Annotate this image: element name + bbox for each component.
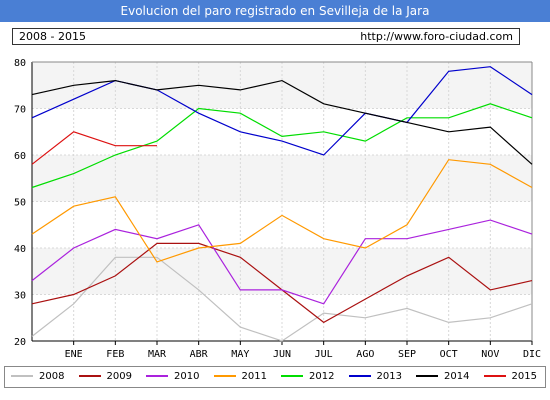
legend-label: 2011	[241, 371, 267, 382]
x-tick-label: ABR	[190, 349, 209, 360]
info-box: 2008 - 2015 http://www.foro-ciudad.com	[12, 28, 520, 45]
year-range-label: 2008 - 2015	[19, 30, 86, 43]
x-tick-label: AGO	[356, 349, 374, 360]
legend-label: 2015	[511, 371, 537, 382]
legend-item-2013: 2013	[348, 367, 402, 387]
legend-label: 2009	[106, 371, 132, 382]
legend-swatch	[281, 375, 303, 377]
legend-item-2009: 2009	[78, 367, 132, 387]
series-line-2008	[31, 256, 533, 342]
legend-item-2008: 2008	[11, 367, 64, 387]
legend-label: 2013	[376, 371, 402, 382]
legend-item-2012: 2012	[281, 367, 334, 387]
y-tick-label: 50	[14, 198, 26, 209]
series-line-2012	[31, 103, 533, 189]
legend-label: 2014	[444, 371, 470, 382]
series-line-2011	[31, 159, 533, 263]
y-tick-label: 80	[14, 58, 26, 69]
x-tick-label: NOV	[481, 349, 499, 360]
series-line-2015	[31, 131, 157, 165]
x-tick-label: MAR	[148, 349, 167, 360]
legend-label: 2008	[39, 371, 65, 382]
y-tick-label: 40	[14, 244, 26, 255]
x-tick-label: DIC	[523, 349, 541, 360]
legend-swatch	[78, 375, 101, 377]
y-tick-label: 60	[14, 151, 26, 162]
legend-item-2014: 2014	[416, 367, 469, 387]
legend-item-2015: 2015	[483, 367, 537, 387]
legend-label: 2010	[174, 371, 200, 382]
y-tick-label: 20	[14, 337, 26, 348]
source-url[interactable]: http://www.foro-ciudad.com	[360, 30, 513, 43]
x-tick-label: ENE	[65, 349, 83, 360]
x-tick-label: JUL	[315, 349, 333, 360]
x-tick-label: OCT	[440, 349, 458, 360]
legend-swatch	[348, 375, 371, 377]
legend-item-2010: 2010	[146, 367, 199, 387]
legend-swatch	[213, 375, 236, 377]
legend-item-2011: 2011	[213, 367, 267, 387]
y-tick-label: 70	[14, 105, 26, 116]
x-tick-label: MAY	[231, 349, 249, 360]
legend-swatch	[11, 375, 33, 377]
legend-swatch	[146, 375, 168, 377]
y-tick-label: 30	[14, 291, 26, 302]
chart-title: Evolucion del paro registrado en Seville…	[0, 0, 550, 22]
x-tick-label: JUN	[273, 349, 291, 360]
series-line-2014	[31, 79, 533, 165]
legend-label: 2012	[309, 371, 335, 382]
grid-band	[32, 62, 532, 109]
legend: 2008 2009 2010 2011 2012 2013 2014 2015	[4, 366, 546, 388]
legend-swatch	[416, 375, 438, 377]
x-tick-label: FEB	[106, 349, 124, 360]
series-line-2010	[31, 219, 533, 305]
legend-swatch	[483, 375, 506, 377]
x-tick-label: SEP	[398, 349, 416, 360]
